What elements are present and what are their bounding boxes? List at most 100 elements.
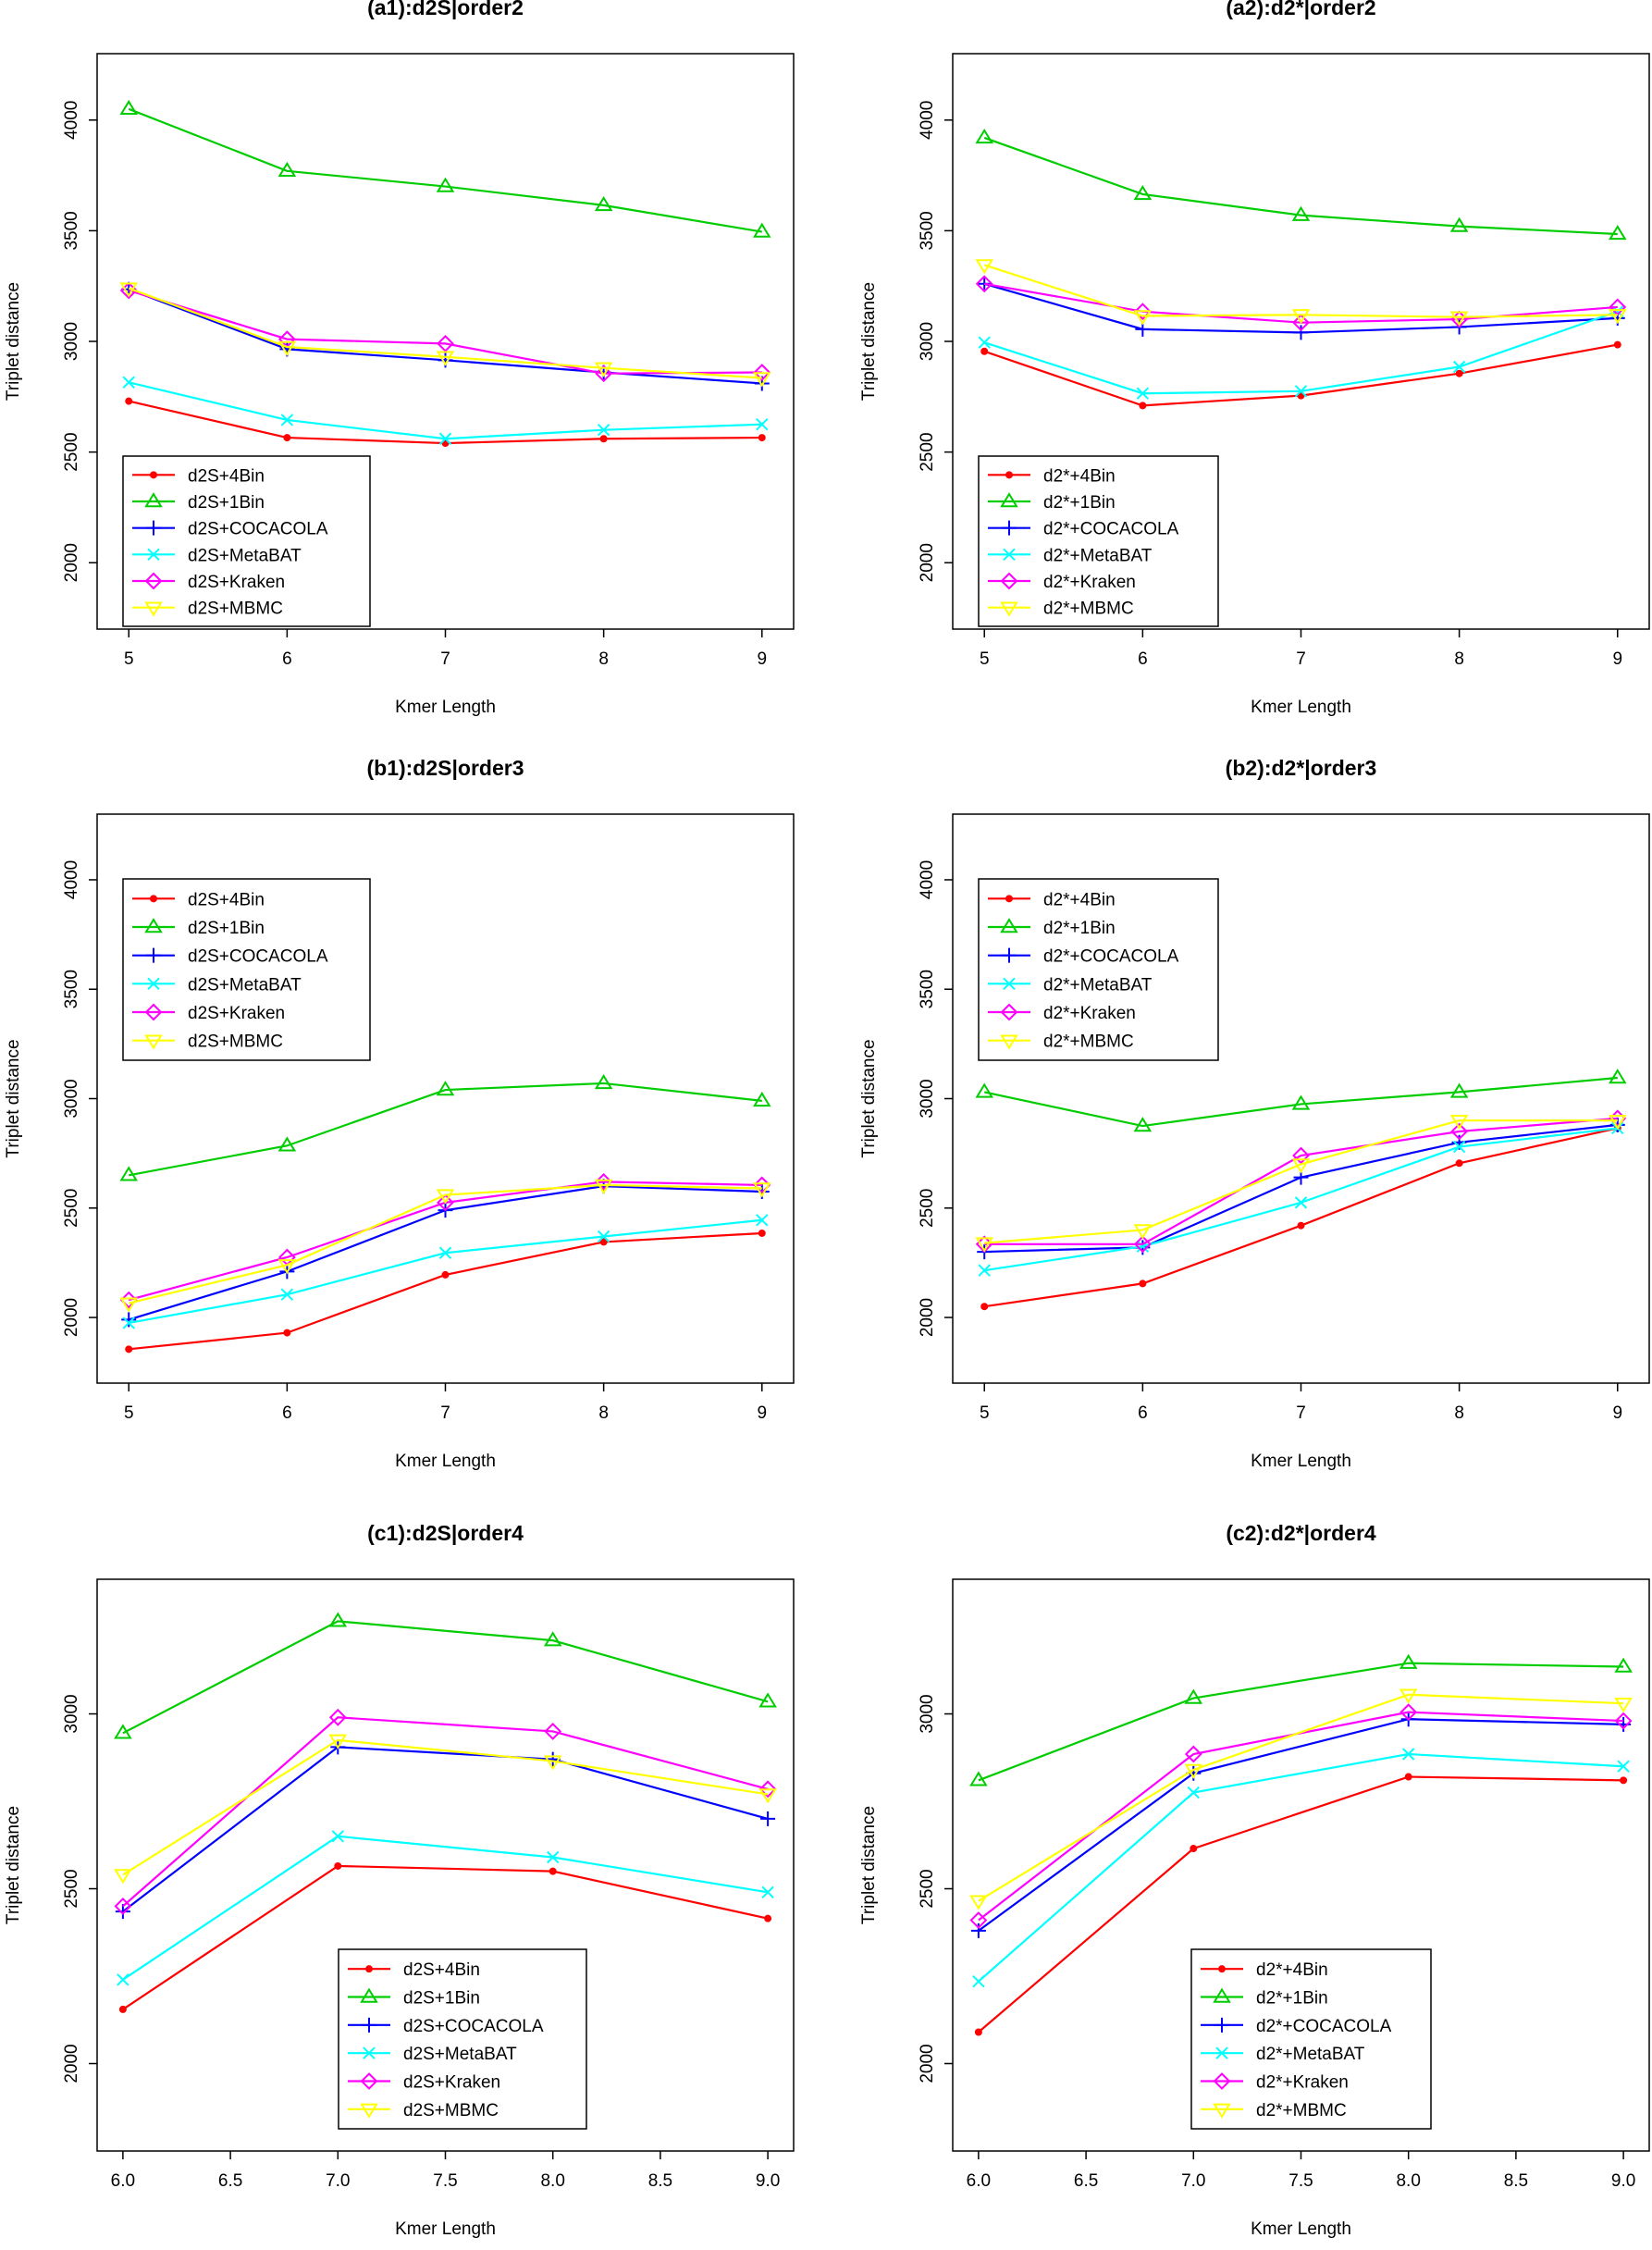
x-axis-label: Kmer Length	[395, 1452, 496, 1471]
data-point	[280, 414, 294, 427]
chart-title: (a2):d2*|order2	[1226, 0, 1375, 19]
legend-item: d2*+MBMC	[988, 600, 1134, 619]
data-point	[436, 351, 455, 366]
data-point	[277, 1259, 297, 1275]
y-tick-label: 3000	[62, 1079, 81, 1118]
legend-box	[1190, 1948, 1432, 2130]
series-cross	[122, 376, 769, 445]
legend-marker	[1003, 548, 1016, 562]
legend-label: d2*+1Bin	[1043, 919, 1116, 938]
series-line	[978, 1752, 1624, 1983]
data-point	[1292, 1146, 1310, 1165]
data-point	[334, 1861, 342, 1870]
legend-label: d2*+COCACOLA	[1043, 520, 1179, 539]
series-cross	[972, 1748, 1630, 1988]
data-point	[1401, 1748, 1415, 1761]
series-diamond	[119, 281, 771, 383]
y-tick-label: 3000	[62, 1694, 81, 1733]
data-point	[1450, 1122, 1469, 1141]
series-line	[128, 381, 762, 440]
series-triangle-down	[119, 282, 771, 388]
legend-item: d2S+COCACOLA	[348, 2017, 544, 2036]
data-point	[114, 1897, 132, 1915]
data-point	[969, 1911, 988, 1929]
data-point	[283, 1329, 291, 1337]
data-point	[594, 195, 613, 212]
data-point	[1609, 298, 1627, 316]
legend-marker	[360, 1987, 378, 2003]
legend-marker	[147, 548, 160, 562]
data-point	[970, 1922, 986, 1938]
legend: d2*+4Bin d2*+1Bin d2*+COCACOLA d2*+MetaBAT d…	[978, 455, 1219, 627]
data-point	[1455, 1159, 1463, 1168]
legend-label: d2S+4Bin	[188, 466, 265, 486]
data-point	[114, 1869, 132, 1885]
chart-title: (c1):d2S|order4	[367, 1521, 524, 1545]
data-point	[441, 1270, 450, 1279]
x-tick-label: 7	[440, 649, 450, 669]
x-tick-label: 8	[598, 649, 609, 669]
data-point	[125, 1345, 133, 1354]
legend-marker	[1000, 1003, 1018, 1021]
x-tick-label: 8	[1454, 1403, 1464, 1423]
data-point	[1190, 1845, 1198, 1853]
series-triangle-down	[969, 1688, 1633, 1910]
series-triangle-up	[119, 1074, 771, 1181]
data-point	[1608, 1114, 1627, 1131]
y-tick-label: 4000	[918, 101, 937, 140]
data-point	[595, 1172, 613, 1191]
data-point	[436, 177, 455, 192]
legend-item: d2*+MetaBAT	[988, 975, 1153, 995]
data-point	[753, 1176, 771, 1194]
legend-item: d2*+COCACOLA	[988, 947, 1179, 967]
legend-item: d2S+4Bin	[132, 890, 265, 909]
y-axis-label: Triplet distance	[859, 1806, 879, 1924]
legend-item: d2*+MBMC	[988, 1032, 1134, 1052]
y-tick-label: 2500	[918, 1869, 937, 1908]
data-point	[758, 1780, 777, 1799]
series-diamond	[114, 1708, 777, 1915]
data-point	[1297, 391, 1305, 400]
y-tick-label: 2500	[62, 432, 81, 471]
x-tick-label: 8.5	[1504, 2171, 1528, 2191]
data-point	[119, 99, 139, 116]
legend-item: d2S+Kraken	[132, 1003, 285, 1023]
data-point	[1133, 310, 1153, 326]
series-cross	[122, 1214, 769, 1329]
data-point	[1614, 1712, 1633, 1730]
data-point	[1449, 311, 1469, 327]
legend-item: d2S+COCACOLA	[132, 520, 328, 539]
data-point	[114, 1724, 132, 1739]
data-point	[1133, 303, 1152, 321]
series-line	[128, 287, 762, 379]
series-line	[122, 1864, 769, 2010]
legend-marker	[146, 520, 161, 536]
data-point	[756, 1214, 769, 1227]
x-tick-label: 7.0	[326, 2171, 350, 2191]
series-line	[128, 1181, 762, 1302]
legend-marker	[1000, 918, 1018, 933]
chart-title: (b2):d2*|order3	[1226, 756, 1377, 780]
legend-label: d2*+COCACOLA	[1043, 947, 1179, 967]
legend-label: d2S+1Bin	[403, 1989, 480, 2009]
data-point	[599, 435, 608, 443]
data-point	[753, 364, 771, 381]
legend-item: d2*+MetaBAT	[988, 546, 1153, 565]
legend-item: d2*+Kraken	[988, 572, 1136, 592]
series-line	[128, 107, 762, 233]
y-tick-label: 3500	[918, 970, 937, 1008]
legend: d2*+4Bin d2*+1Bin d2*+COCACOLA d2*+MetaBAT d…	[978, 878, 1219, 1061]
data-point	[1293, 325, 1309, 340]
x-axis-label: Kmer Length	[395, 2219, 496, 2239]
legend-box	[122, 455, 371, 627]
legend-box	[338, 1948, 587, 2130]
x-tick-label: 7	[1296, 649, 1306, 669]
data-point	[119, 1297, 139, 1313]
data-point	[1608, 1069, 1627, 1084]
legend-item: d2*+Kraken	[1201, 2072, 1349, 2093]
series-line	[129, 1082, 762, 1177]
series-line	[128, 1183, 762, 1304]
y-tick-label: 3500	[62, 970, 81, 1008]
data-point	[1184, 1745, 1202, 1763]
